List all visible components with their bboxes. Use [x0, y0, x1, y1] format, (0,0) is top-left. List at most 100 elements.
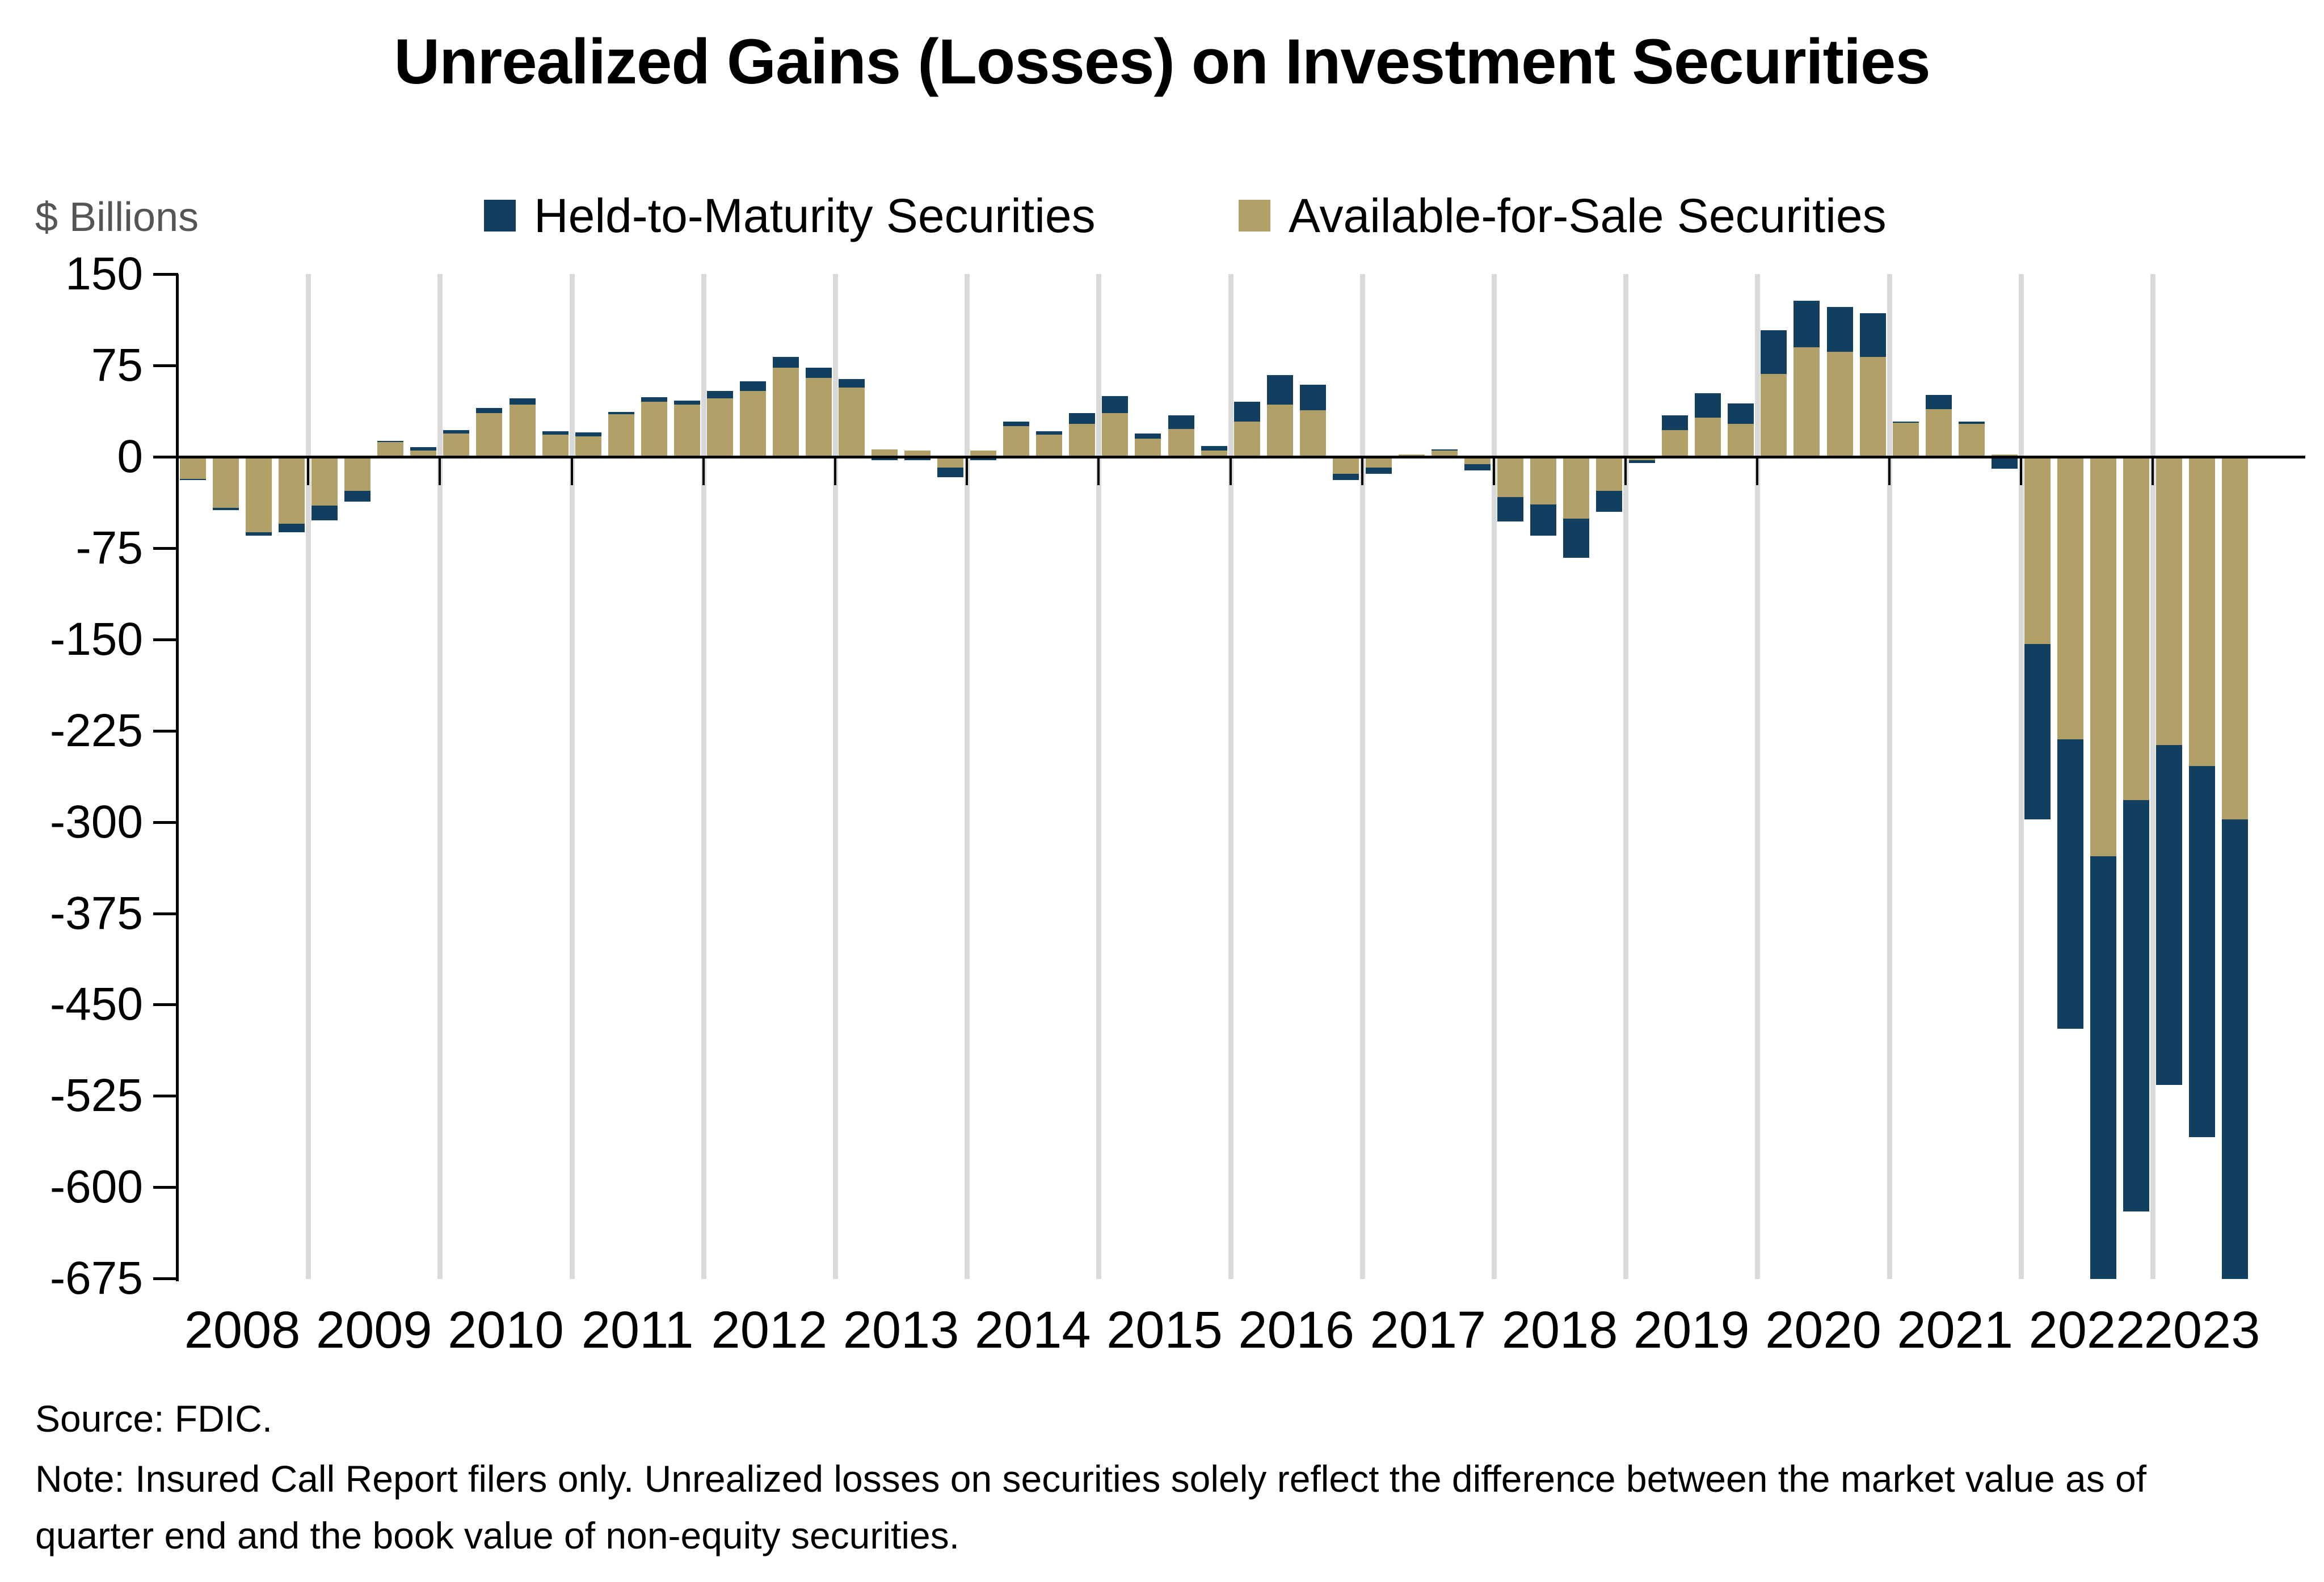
- year-gridline: [1492, 274, 1497, 1279]
- year-label-2014: 2014: [974, 1301, 1091, 1359]
- y-tick-label: -150: [49, 613, 143, 665]
- bar-afs-2009Q2: [344, 457, 371, 491]
- bar-afs-2020Q2: [1793, 347, 1820, 457]
- bar-htm-2011Q1: [575, 432, 601, 436]
- y-axis-tick: [153, 1277, 178, 1281]
- year-label-2010: 2010: [448, 1301, 564, 1359]
- bar-afs-2009Q1: [311, 457, 338, 506]
- year-label-2015: 2015: [1106, 1301, 1223, 1359]
- legend-label-htm: Held-to-Maturity Securities: [534, 189, 1096, 242]
- year-gridline: [1228, 274, 1233, 1279]
- bar-afs-2015Q4: [1201, 451, 1227, 457]
- x-axis-tick: [439, 457, 441, 485]
- year-gridline: [833, 274, 838, 1279]
- bar-afs-2019Q3: [1695, 418, 1721, 457]
- bar-htm-2013Q4: [937, 468, 964, 478]
- year-gridline: [1887, 274, 1892, 1279]
- bar-afs-2019Q4: [1728, 424, 1754, 457]
- bar-afs-2011Q4: [673, 404, 700, 457]
- bar-htm-2015Q2: [1135, 434, 1161, 439]
- bar-afs-2013Q2: [872, 449, 898, 457]
- x-axis-tick: [966, 457, 969, 485]
- year-gridline: [306, 274, 311, 1279]
- bar-htm-2023Q1: [2156, 745, 2182, 1085]
- bar-htm-2014Q2: [1003, 421, 1030, 427]
- bar-htm-2012Q2: [739, 381, 766, 392]
- x-axis-tick: [2019, 457, 2022, 485]
- bar-htm-2016Q4: [1332, 474, 1359, 480]
- bar-htm-2017Q3: [1431, 449, 1458, 451]
- bar-afs-2015Q1: [1102, 413, 1129, 457]
- bar-htm-2008Q1: [180, 478, 206, 480]
- y-tick-label: -300: [49, 796, 143, 848]
- year-gridline: [965, 274, 970, 1279]
- x-axis-zero-line: [178, 456, 2305, 458]
- bar-htm-2019Q4: [1728, 403, 1754, 424]
- bar-afs-2017Q2: [1398, 454, 1425, 457]
- bar-htm-2020Q1: [1761, 330, 1787, 375]
- year-label-2013: 2013: [843, 1301, 959, 1359]
- bar-afs-2015Q3: [1168, 428, 1194, 457]
- year-gridline: [1623, 274, 1629, 1279]
- bar-htm-2010Q4: [542, 431, 569, 435]
- bar-afs-2011Q1: [575, 436, 601, 457]
- note-text: Note: Insured Call Report filers only. U…: [35, 1458, 2147, 1557]
- bar-afs-2010Q2: [476, 413, 503, 457]
- bar-afs-2021Q2: [1925, 409, 1952, 457]
- bar-afs-2017Q1: [1365, 457, 1392, 468]
- bar-afs-2018Q4: [1596, 457, 1623, 491]
- bar-afs-2022Q3: [2090, 457, 2116, 856]
- y-axis-tick: [153, 821, 178, 824]
- bar-htm-2021Q4: [1991, 457, 2018, 469]
- year-label-2022: 2022: [2028, 1301, 2145, 1359]
- bar-afs-2014Q2: [1003, 426, 1030, 457]
- bar-afs-2017Q4: [1464, 457, 1491, 464]
- bar-afs-2014Q1: [970, 451, 997, 457]
- x-axis-tick: [2152, 457, 2154, 485]
- bar-afs-2022Q1: [2024, 457, 2051, 645]
- bar-htm-2012Q4: [805, 368, 832, 378]
- bar-htm-2014Q3: [1036, 431, 1063, 435]
- year-label-2008: 2008: [184, 1301, 301, 1359]
- bar-htm-2017Q1: [1365, 468, 1392, 474]
- bar-htm-2019Q2: [1662, 415, 1689, 430]
- x-axis-tick: [1229, 457, 1232, 485]
- year-label-2021: 2021: [1897, 1301, 2013, 1359]
- bar-afs-2021Q4: [1991, 454, 2018, 457]
- year-label-2020: 2020: [1765, 1301, 1881, 1359]
- bar-htm-2022Q2: [2057, 739, 2083, 1029]
- y-axis-line: [176, 274, 179, 1281]
- x-axis-tick: [702, 457, 705, 485]
- bar-htm-2009Q4: [410, 447, 437, 451]
- bar-htm-2021Q3: [1958, 421, 1985, 424]
- bar-afs-2008Q1: [180, 457, 206, 479]
- bar-htm-2013Q3: [904, 457, 931, 461]
- y-axis-tick: [153, 546, 178, 550]
- year-label-2011: 2011: [581, 1301, 694, 1359]
- year-label-2023: 2023: [2144, 1301, 2260, 1359]
- bar-afs-2010Q4: [542, 435, 569, 457]
- x-axis-tick: [570, 457, 573, 485]
- bar-htm-2019Q3: [1695, 393, 1721, 418]
- bar-htm-2016Q1: [1233, 402, 1260, 422]
- bar-afs-2008Q2: [213, 457, 239, 508]
- bar-afs-2016Q3: [1299, 410, 1326, 457]
- year-gridline: [1359, 274, 1365, 1279]
- bar-htm-2008Q3: [246, 532, 272, 536]
- bar-afs-2018Q1: [1497, 457, 1523, 497]
- bar-htm-2011Q4: [673, 401, 700, 405]
- bar-afs-2022Q2: [2057, 457, 2083, 739]
- chart-title: Unrealized Gains (Losses) on Investment …: [394, 26, 1930, 97]
- year-gridline: [1755, 274, 1761, 1279]
- bar-htm-2008Q2: [213, 508, 239, 511]
- bar-htm-2018Q4: [1596, 491, 1623, 512]
- bar-htm-2022Q3: [2090, 856, 2116, 1279]
- y-axis-tick: [153, 729, 178, 733]
- bar-htm-2019Q1: [1629, 460, 1656, 463]
- y-axis-tick: [153, 1095, 178, 1098]
- bar-htm-2013Q2: [872, 457, 898, 461]
- x-axis-tick: [1493, 457, 1495, 485]
- bar-afs-2011Q3: [641, 402, 667, 457]
- y-axis-tick: [153, 1003, 178, 1007]
- y-tick-label: -450: [49, 978, 143, 1030]
